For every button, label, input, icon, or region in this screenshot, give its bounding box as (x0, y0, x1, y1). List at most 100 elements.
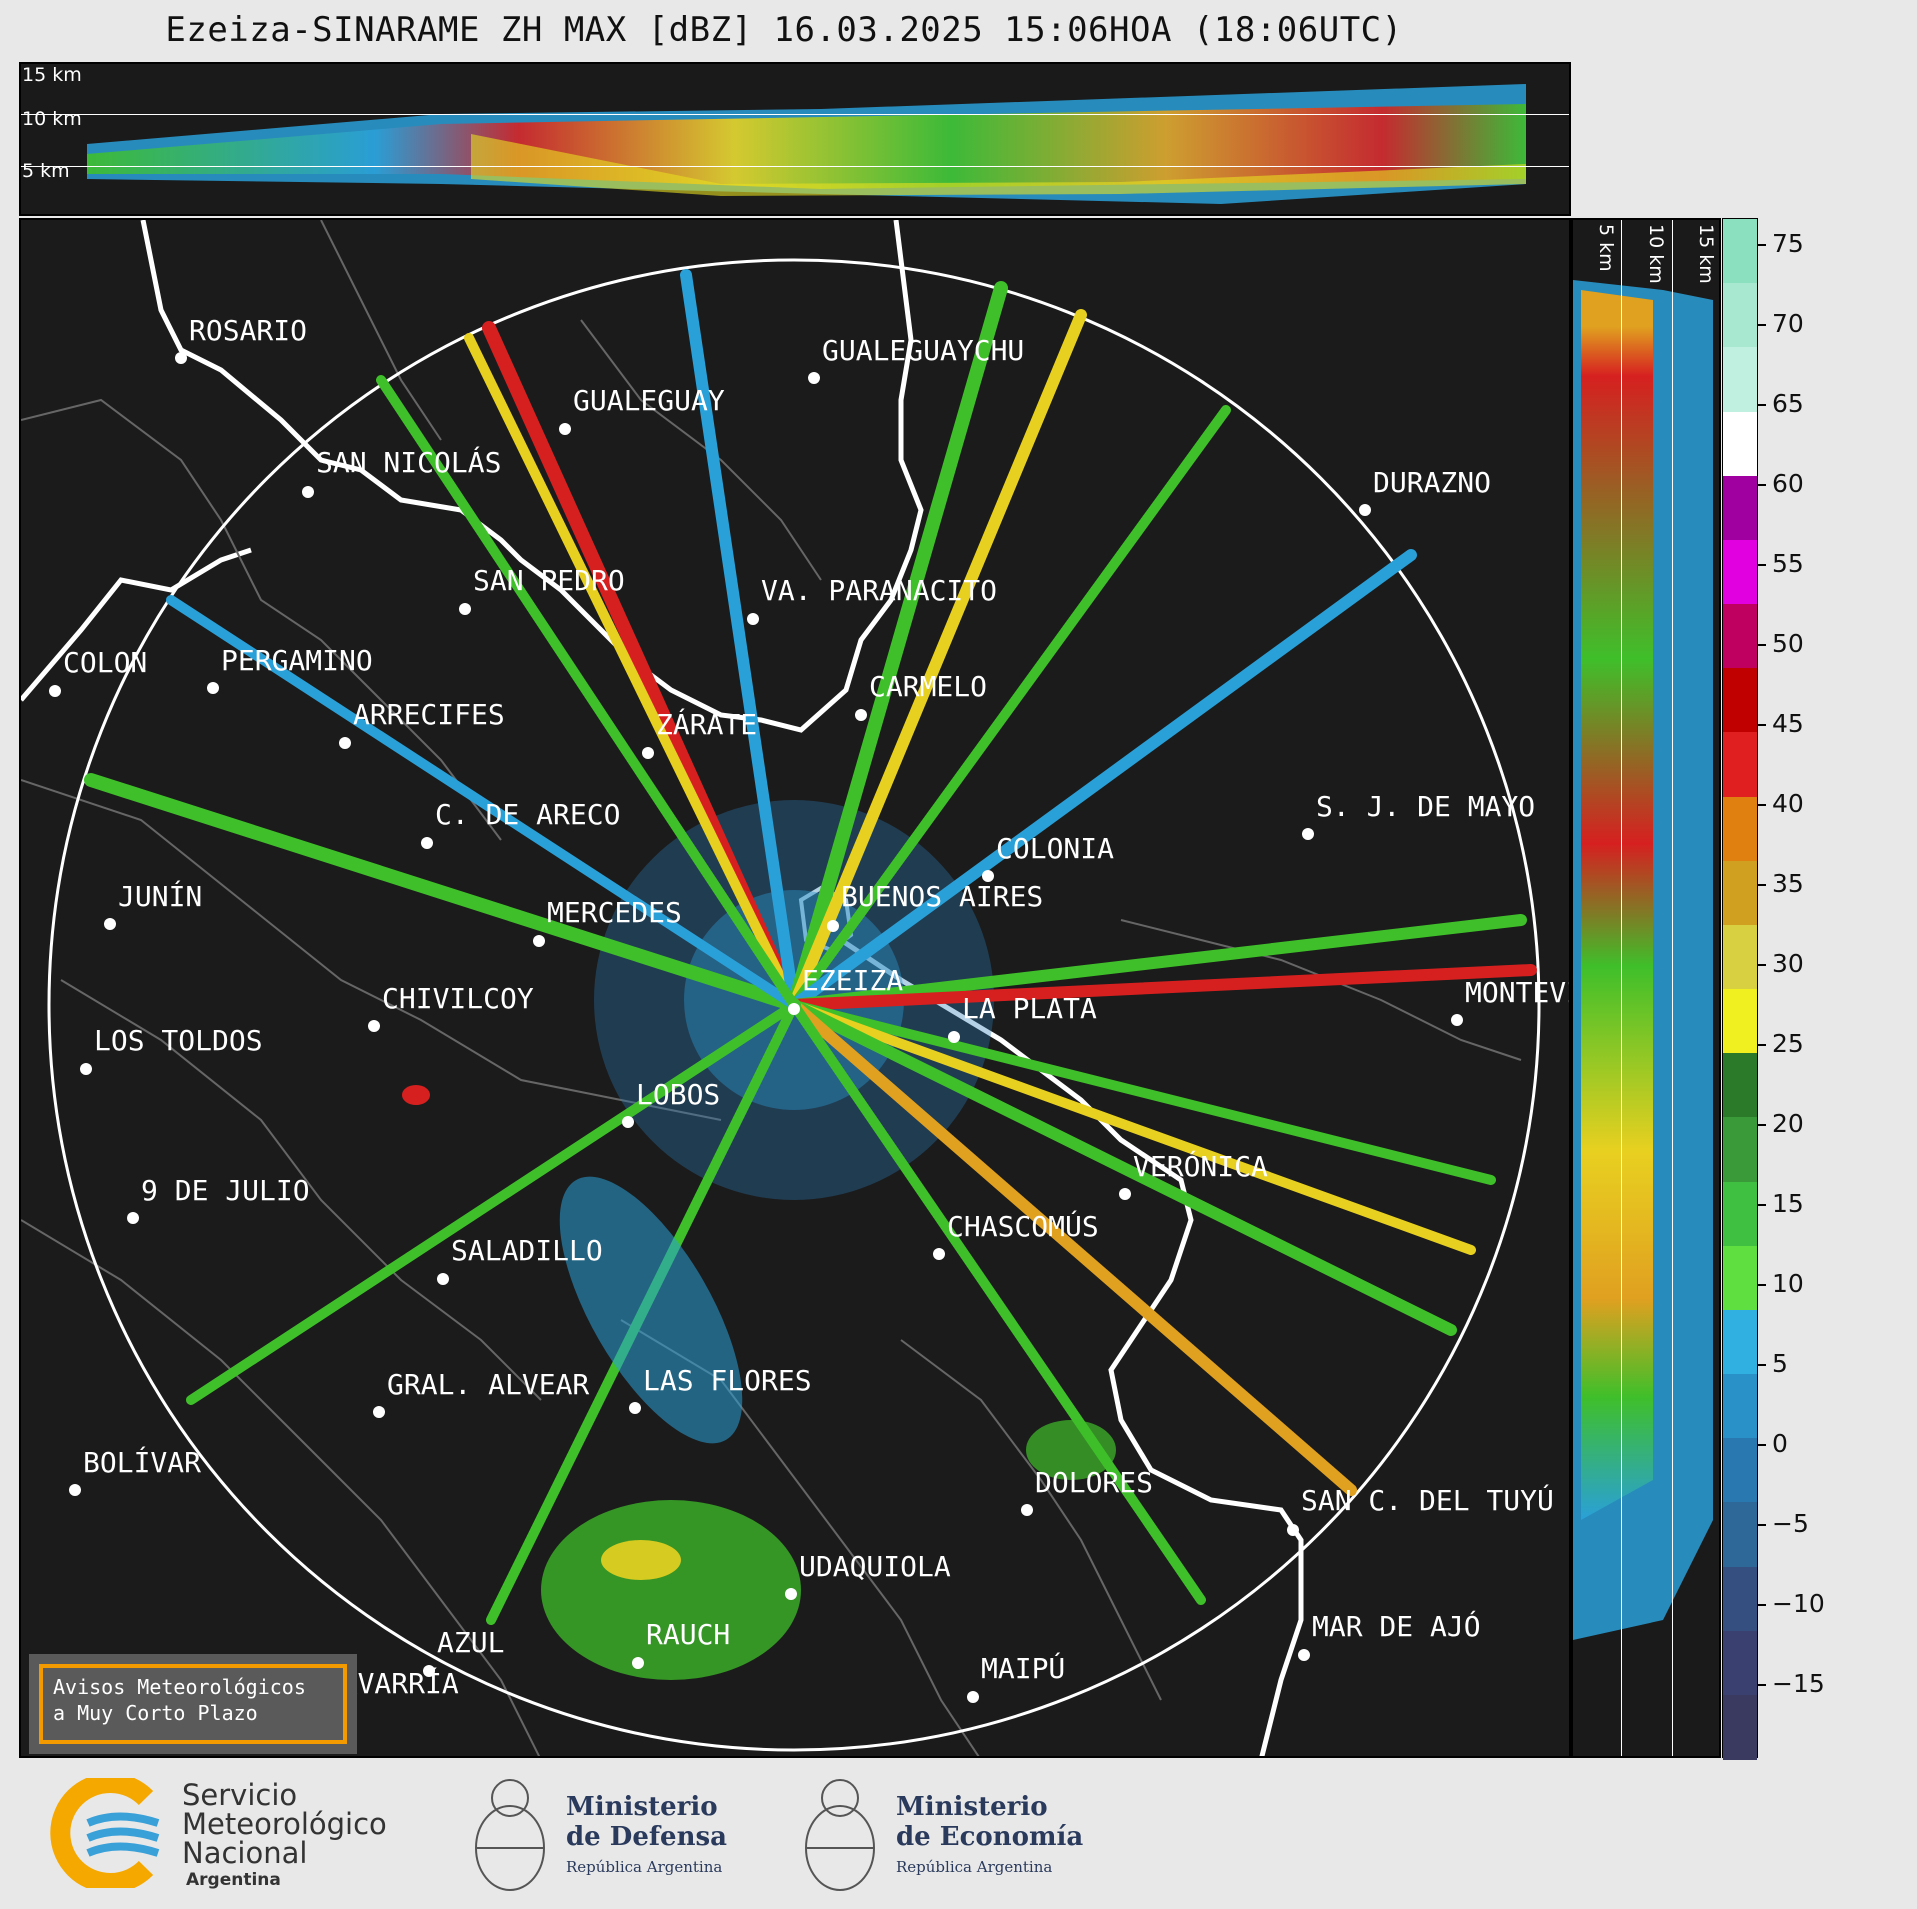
city-marker (1021, 1504, 1033, 1516)
city-label: BOLÍVAR (83, 1446, 202, 1479)
city-marker (642, 747, 654, 759)
city-label: SAN C. DEL TUYÚ (1301, 1484, 1554, 1517)
colorbar-tick-label: 50 (1772, 629, 1804, 658)
storm-cell-rauch (541, 1500, 801, 1680)
colorbar-tick (1758, 964, 1766, 966)
colorbar-tick-label: 35 (1772, 869, 1804, 898)
city-marker (785, 1588, 797, 1600)
city-marker (559, 423, 571, 435)
colorbar-tick-label: 25 (1772, 1029, 1804, 1058)
city-marker (80, 1063, 92, 1075)
colorbar-segment (1723, 860, 1757, 926)
colorbar-tick-label: −10 (1772, 1589, 1825, 1618)
height-label-5km: 5 km (22, 160, 70, 182)
rio-uruguay-river (21, 547, 252, 702)
city-label: AZUL (437, 1626, 505, 1659)
city-marker (459, 603, 471, 615)
city-label: MAIPÚ (981, 1652, 1066, 1685)
radar-map[interactable]: ROSARIO GUALEGUAYCHU GUALEGUAY SAN NICOLÁS D… (19, 218, 1571, 1758)
colorbar-tick (1758, 1124, 1766, 1126)
city-marker (339, 737, 351, 749)
colorbar-tick (1758, 1044, 1766, 1046)
city-marker (1287, 1524, 1299, 1536)
avisos-box[interactable]: Avisos Meteorológicos a Muy Corto Plazo (29, 1654, 357, 1754)
height-label-15km: 15 km (22, 64, 82, 86)
colorbar-tick (1758, 644, 1766, 646)
colorbar-tick-label: 15 (1772, 1189, 1804, 1218)
city-label: RAUCH (646, 1618, 731, 1651)
city-label: LOS TOLDOS (94, 1024, 263, 1057)
city-marker (1359, 504, 1371, 516)
colorbar-tick-label: 20 (1772, 1109, 1804, 1138)
coat-of-arms-icon (805, 1779, 875, 1891)
top-height-panel: 15 km 10 km 5 km (19, 62, 1571, 216)
city-label: CARMELO (869, 670, 988, 703)
colorbar-segment (1723, 1694, 1757, 1760)
city-marker (373, 1406, 385, 1418)
colorbar-segment (1723, 283, 1757, 349)
city-marker (622, 1116, 634, 1128)
city-marker (1451, 1014, 1463, 1026)
city-marker (1119, 1188, 1131, 1200)
city-label: S. J. DE MAYO (1316, 790, 1536, 823)
colorbar-tick-label: 30 (1772, 949, 1804, 978)
colorbar-tick-label: 70 (1772, 309, 1804, 338)
storm-cell-dolores (1026, 1420, 1116, 1480)
colorbar-tick (1758, 1364, 1766, 1366)
city-label: UDAQUIOLA (799, 1550, 951, 1583)
city-label: JUNÍN (118, 880, 203, 913)
city-marker (175, 352, 187, 364)
city-label: ZÁRATE (656, 708, 758, 741)
city-marker (533, 935, 545, 947)
smn-line2: Meteorológico (182, 1807, 387, 1841)
city-marker (127, 1212, 139, 1224)
coast-line (839, 937, 1304, 1756)
colorbar-tick-label: 10 (1772, 1269, 1804, 1298)
city-marker (1302, 828, 1314, 840)
colorbar-tick-label: −15 (1772, 1669, 1825, 1698)
colorbar-segment (1723, 989, 1757, 1055)
colorbar-tick-label: −5 (1772, 1509, 1809, 1538)
city-marker (1298, 1649, 1310, 1661)
colorbar-segment (1723, 796, 1757, 862)
city-marker (49, 685, 61, 697)
city-marker (423, 1665, 435, 1677)
colorbar-tick (1758, 1604, 1766, 1606)
city-label: C. DE ARECO (435, 798, 621, 831)
colorbar-segment (1723, 1374, 1757, 1440)
city-label: GUALEGUAY (573, 384, 725, 417)
colorbar-tick-label: 65 (1772, 389, 1804, 418)
city-label: GUALEGUAYCHU (822, 334, 1025, 367)
city-marker (104, 918, 116, 930)
colorbar-segment (1723, 1181, 1757, 1247)
radar-beams (84, 269, 1537, 1625)
city-marker (855, 709, 867, 721)
colorbar-segment (1723, 924, 1757, 990)
city-label: VERÓNICA (1133, 1150, 1268, 1183)
city-label: PERGAMINO (221, 644, 373, 677)
economia-line1: Ministerio (896, 1792, 1048, 1822)
colorbar-tick-label: 75 (1772, 229, 1804, 258)
city-label: MONTEVIDEO (1465, 976, 1569, 1009)
city-marker (302, 486, 314, 498)
colorbar-tick (1758, 804, 1766, 806)
colorbar-tick (1758, 724, 1766, 726)
colorbar-tick (1758, 1444, 1766, 1446)
colorbar-tick-label: 5 (1772, 1349, 1788, 1378)
economia-sub: República Argentina (896, 1858, 1053, 1876)
city-marker (421, 837, 433, 849)
city-marker (368, 1020, 380, 1032)
colorbar-tick (1758, 1204, 1766, 1206)
city-marker (747, 613, 759, 625)
height-line-5km (21, 166, 1569, 167)
colorbar-segment (1723, 1502, 1757, 1568)
colorbar-tick (1758, 1524, 1766, 1526)
city-label: MAR DE AJÓ (1312, 1610, 1481, 1643)
colorbar-tick-label: 60 (1772, 469, 1804, 498)
smn-line3: Nacional (182, 1836, 308, 1870)
city-label: LAS FLORES (643, 1364, 812, 1397)
defensa-sub: República Argentina (566, 1858, 723, 1876)
city-marker (437, 1273, 449, 1285)
colorbar-tick (1758, 404, 1766, 406)
colorbar-segment (1723, 219, 1757, 285)
